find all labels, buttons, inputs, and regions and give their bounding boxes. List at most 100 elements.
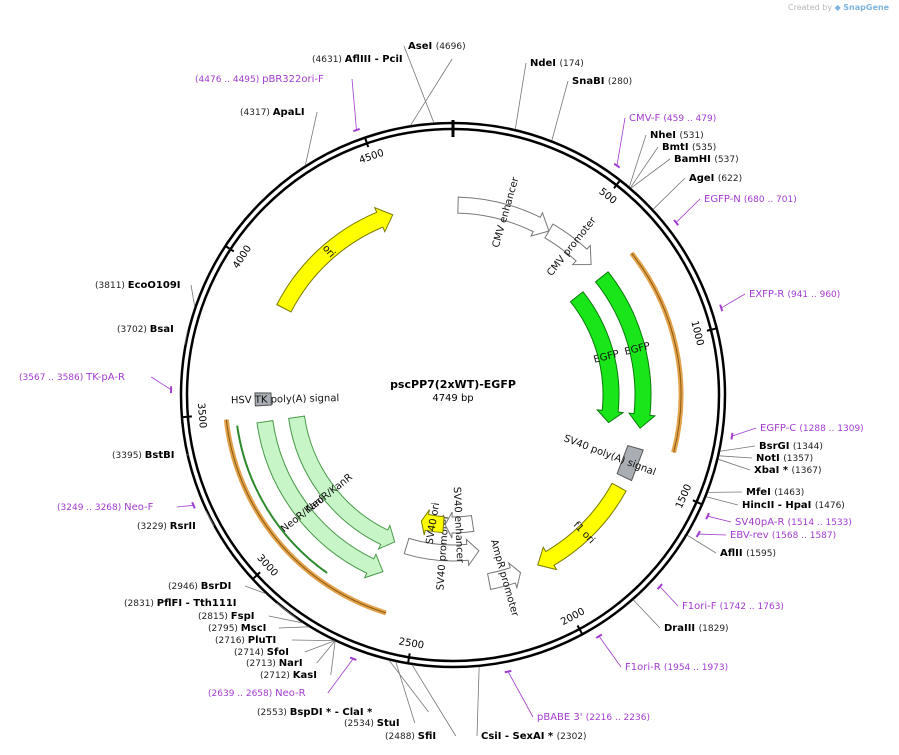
- primer-site[interactable]: EGFP-C (1288 .. 1309): [730, 423, 864, 440]
- site-leader-line: [514, 62, 527, 130]
- restriction-site[interactable]: BamHI (537): [630, 154, 739, 189]
- restriction-site[interactable]: (3395) BstBI: [112, 450, 190, 461]
- site-position: (2716): [215, 636, 248, 646]
- feature-label: SV40 enhancer: [451, 487, 466, 564]
- primer-leader-line: [507, 671, 534, 718]
- site-label: (2712) KasI: [260, 670, 317, 681]
- feature-label: SV40 poly(A) signal: [562, 433, 657, 478]
- site-enzyme-name: RsrII: [170, 521, 196, 532]
- restriction-site[interactable]: MfeI (1463): [708, 487, 804, 498]
- restriction-site[interactable]: (2712) KasI: [260, 641, 336, 681]
- primer-leader-line: [351, 78, 357, 131]
- restriction-site[interactable]: NdeI (174): [514, 58, 584, 130]
- site-position: (280): [608, 77, 632, 87]
- site-position: (537): [714, 155, 738, 165]
- restriction-site[interactable]: (2831) PflFI - Tth111I: [124, 598, 299, 621]
- restriction-site[interactable]: (2815) FspI: [198, 611, 303, 624]
- restriction-site[interactable]: NheI (531): [629, 130, 704, 187]
- restriction-site[interactable]: SnaBI (280): [551, 76, 632, 141]
- primer-site[interactable]: EGFP-N (680 .. 701): [673, 194, 797, 226]
- site-enzyme-name: SfiI: [418, 731, 436, 742]
- site-label: XbaI * (1367): [754, 465, 821, 476]
- site-position: (1476): [815, 501, 845, 511]
- restriction-site[interactable]: (3229) RsrII: [137, 511, 215, 532]
- primer-binding-mark: [705, 512, 710, 520]
- restriction-site[interactable]: (2553) BspDI * - ClaI *: [257, 660, 429, 718]
- site-enzyme-name: MscI: [241, 623, 267, 634]
- restriction-site[interactable]: (2714) SfoI: [234, 640, 335, 658]
- restriction-site[interactable]: AseI (4696): [403, 41, 466, 123]
- site-position: (2795): [208, 624, 241, 634]
- site-enzyme-name: BspDI * - ClaI *: [290, 707, 373, 718]
- restriction-site[interactable]: AgeI (622): [652, 173, 742, 210]
- site-leader-line: [244, 585, 266, 594]
- primer-site[interactable]: (4476 .. 4495) pBR322ori-F: [195, 74, 360, 133]
- site-leader-line: [551, 80, 569, 141]
- site-enzyme-name: PflFI - Tth111I: [157, 598, 237, 609]
- restriction-site[interactable]: (2534) StuI: [344, 661, 416, 729]
- site-enzyme-name: XbaI *: [754, 465, 792, 476]
- site-enzyme-name: NheI: [650, 130, 679, 141]
- primer-label: (3567 .. 3586) TK-pA-R: [19, 372, 125, 383]
- primer-name: CMV-F: [629, 113, 663, 124]
- site-leader-line: [706, 496, 739, 506]
- primer-leader-line: [176, 504, 194, 508]
- primer-site[interactable]: F1ori-R (1954 .. 1973): [595, 633, 728, 673]
- site-leader-line: [629, 134, 647, 187]
- primer-site[interactable]: pBABE 3' (2216 .. 2236): [504, 669, 650, 723]
- site-label: (4631) AflIII - PciI: [312, 54, 403, 65]
- scale-tick: [706, 327, 717, 332]
- primer-site[interactable]: SV40pA-R (1514 .. 1533): [705, 512, 852, 528]
- restriction-site[interactable]: (3702) BsaI: [117, 324, 189, 345]
- restriction-site[interactable]: BmtI (535): [630, 142, 717, 188]
- restriction-site[interactable]: BsrGI (1344): [720, 441, 823, 452]
- restriction-site[interactable]: XbaI * (1367): [718, 458, 821, 476]
- site-enzyme-name: BamHI: [674, 154, 714, 165]
- primer-label: EBV-rev (1568 .. 1587): [730, 530, 836, 541]
- restriction-site[interactable]: (4631) AflIII - PciI: [312, 54, 453, 126]
- primer-binding-mark: [191, 501, 196, 509]
- primer-site[interactable]: EXFP-R (941 .. 960): [719, 289, 840, 312]
- site-position: (531): [679, 131, 703, 141]
- site-enzyme-name: KasI: [293, 670, 317, 681]
- primer-position: (2216 .. 2236): [586, 713, 650, 723]
- primer-site[interactable]: (3249 .. 3268) Neo-F: [57, 501, 196, 513]
- site-leader-line: [304, 111, 318, 166]
- scale-tick: [576, 625, 584, 635]
- restriction-site[interactable]: (2713) NarI: [246, 640, 336, 669]
- site-label: BsrGI (1344): [759, 441, 823, 452]
- primer-site[interactable]: F1ori-F (1742 .. 1763): [656, 583, 784, 612]
- restriction-site[interactable]: NotI (1357): [719, 453, 813, 464]
- restriction-site[interactable]: AflII (1595): [687, 534, 776, 559]
- restriction-site[interactable]: HincII - HpaI (1476): [706, 496, 845, 511]
- site-leader-line: [268, 615, 303, 624]
- site-position: (3702): [117, 325, 150, 335]
- restriction-site[interactable]: DraIII (1829): [633, 599, 729, 634]
- site-label: (2815) FspI: [198, 611, 254, 622]
- primer-site[interactable]: CMV-F (459 .. 479): [613, 113, 716, 169]
- restriction-site[interactable]: (3811) EcoO109I: [95, 280, 196, 307]
- scale-tick: [224, 245, 235, 253]
- primer-binding-mark: [613, 162, 621, 169]
- site-enzyme-name: BsaI: [150, 324, 174, 335]
- snapgene-logo-icon: ◆: [834, 3, 841, 12]
- site-position: (622): [718, 174, 742, 184]
- restriction-site[interactable]: (2946) BsrDI: [168, 581, 266, 594]
- site-label: (3395) BstBI: [112, 450, 175, 461]
- restriction-site[interactable]: (2488) SfiI: [385, 664, 457, 742]
- primer-label: F1ori-R (1954 .. 1973): [625, 662, 728, 673]
- restriction-site[interactable]: (4317) ApaLI: [240, 107, 318, 166]
- primer-site[interactable]: EBV-rev (1568 .. 1587): [695, 530, 836, 541]
- scale-tick: [407, 653, 411, 664]
- site-position: (4696): [436, 42, 466, 52]
- restriction-site[interactable]: (2716) PluTI: [215, 635, 334, 646]
- feature-arrow: [444, 511, 475, 539]
- restriction-site[interactable]: (2795) MscI: [208, 623, 309, 634]
- primer-site[interactable]: (2639 .. 2658) Neo-R: [208, 656, 357, 699]
- primer-label: EXFP-R (941 .. 960): [749, 289, 840, 300]
- primer-name: SV40pA-R: [735, 517, 788, 528]
- primer-site[interactable]: (3567 .. 3586) TK-pA-R: [19, 372, 173, 394]
- primer-name: EGFP-N: [704, 194, 744, 205]
- restriction-site[interactable]: CsiI - SexAI * (2302): [476, 666, 587, 742]
- site-position: (2946): [168, 582, 201, 592]
